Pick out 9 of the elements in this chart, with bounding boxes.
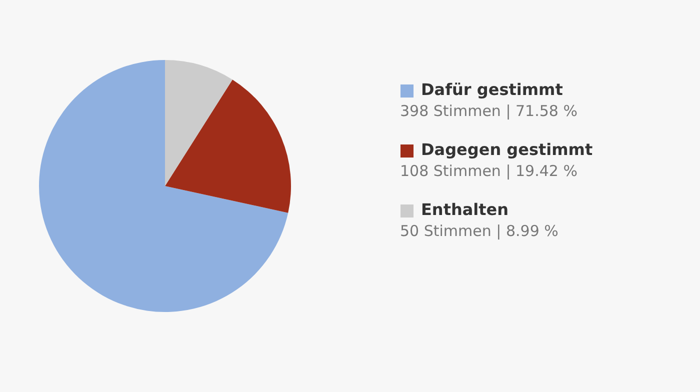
data-label: 108 Stimmen | 19.42 % [400,162,578,180]
data-label: 398 Stimmen | 71.58 % [400,102,578,120]
pie-slice [165,60,232,186]
legend-label: Dagegen gestimmt [421,140,593,159]
data-label: 50 Stimmen | 8.99 % [400,222,558,240]
pie-slice [165,80,291,213]
legend-label: Enthalten [421,200,509,219]
legend-label: Dafür gestimmt [421,80,564,99]
pie-slice [39,60,288,312]
